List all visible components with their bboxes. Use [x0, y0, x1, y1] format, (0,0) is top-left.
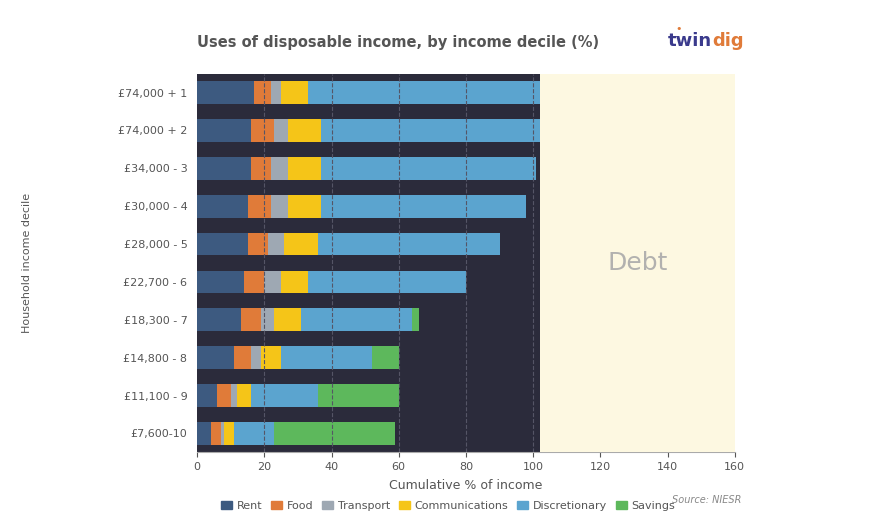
- Bar: [251, 384, 318, 407]
- Bar: [244, 270, 264, 294]
- Bar: [197, 308, 241, 331]
- Bar: [197, 119, 251, 142]
- Bar: [288, 119, 322, 142]
- Bar: [247, 232, 268, 256]
- Bar: [476, 81, 627, 104]
- Legend: Rent, Food, Transport, Communications, Discretionary, Savings: Rent, Food, Transport, Communications, D…: [217, 496, 679, 515]
- Bar: [288, 195, 322, 218]
- Bar: [197, 81, 254, 104]
- Bar: [211, 422, 220, 445]
- Bar: [274, 422, 395, 445]
- Bar: [261, 346, 281, 369]
- Bar: [261, 308, 274, 331]
- Bar: [197, 270, 244, 294]
- Bar: [274, 119, 288, 142]
- Text: Household income decile: Household income decile: [22, 193, 32, 333]
- Bar: [224, 422, 234, 445]
- Bar: [254, 81, 271, 104]
- Bar: [271, 81, 281, 104]
- Text: twin: twin: [668, 32, 711, 50]
- Bar: [274, 308, 301, 331]
- X-axis label: Cumulative % of income: Cumulative % of income: [389, 479, 543, 492]
- Bar: [264, 270, 281, 294]
- Bar: [285, 232, 318, 256]
- Bar: [426, 270, 466, 294]
- Text: •: •: [675, 24, 682, 34]
- Bar: [197, 232, 247, 256]
- Text: dig: dig: [712, 32, 744, 50]
- Bar: [234, 346, 251, 369]
- Bar: [372, 346, 399, 369]
- Bar: [473, 119, 547, 142]
- Bar: [281, 270, 308, 294]
- Bar: [251, 119, 274, 142]
- Bar: [237, 384, 251, 407]
- Bar: [241, 308, 261, 331]
- Bar: [197, 157, 251, 180]
- Bar: [220, 422, 224, 445]
- Bar: [322, 157, 462, 180]
- Bar: [247, 195, 271, 218]
- Bar: [231, 384, 237, 407]
- Bar: [234, 422, 274, 445]
- Bar: [197, 195, 247, 218]
- Bar: [322, 119, 473, 142]
- Bar: [288, 157, 322, 180]
- Bar: [268, 232, 285, 256]
- Bar: [281, 81, 308, 104]
- Bar: [271, 157, 288, 180]
- Bar: [318, 384, 399, 407]
- Bar: [197, 346, 234, 369]
- Text: Source: NIESR: Source: NIESR: [672, 495, 741, 505]
- Bar: [322, 195, 456, 218]
- Bar: [318, 232, 443, 256]
- Bar: [281, 346, 372, 369]
- Bar: [443, 232, 500, 256]
- Text: Uses of disposable income, by income decile (%): Uses of disposable income, by income dec…: [197, 35, 599, 50]
- Bar: [301, 308, 412, 331]
- Bar: [308, 270, 426, 294]
- Bar: [462, 157, 537, 180]
- Bar: [251, 346, 261, 369]
- Bar: [412, 308, 419, 331]
- Bar: [539, 74, 735, 452]
- Bar: [456, 195, 527, 218]
- Bar: [308, 81, 476, 104]
- Bar: [251, 157, 271, 180]
- Bar: [197, 384, 218, 407]
- Bar: [218, 384, 231, 407]
- Text: Debt: Debt: [607, 251, 668, 275]
- Bar: [271, 195, 288, 218]
- Bar: [197, 422, 211, 445]
